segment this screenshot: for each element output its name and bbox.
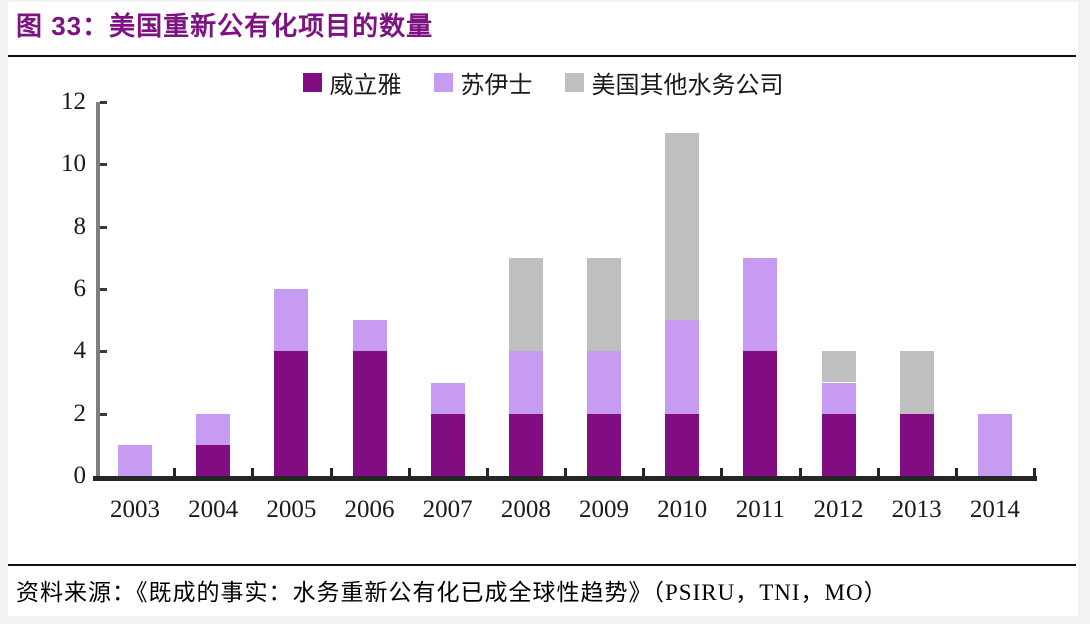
- bar-segment-威立雅: [665, 413, 700, 476]
- x-axis-category-label: 2008: [500, 496, 551, 523]
- legend-swatch-icon: [302, 73, 322, 92]
- chart-legend: 威立雅 苏伊士 美国其他水务公司: [8, 65, 1078, 100]
- x-axis-category-label: 2006: [344, 496, 395, 523]
- x-axis-tick-mark: [876, 468, 880, 476]
- x-axis-category-label: 2012: [813, 496, 864, 523]
- y-axis-tick-label: 10: [61, 150, 86, 178]
- source-note: 资料来源：《既成的事实：水务重新公有化已成全球性趋势》（PSIRU，TNI，MO…: [16, 580, 888, 605]
- x-axis-category-label: 2011: [735, 496, 785, 523]
- x-axis-tick-mark: [173, 468, 177, 476]
- bar-segment-苏伊士: [743, 257, 778, 352]
- x-axis-category-label: 2013: [891, 496, 942, 523]
- legend-label: 美国其他水务公司: [591, 73, 784, 99]
- bar-segment-美国其他水务公司: [587, 257, 622, 352]
- bar-segment-苏伊士: [352, 320, 387, 352]
- y-axis-tick-label: 8: [73, 212, 87, 240]
- bar-segment-美国其他水务公司: [508, 257, 543, 352]
- y-axis-tick-mark: [100, 288, 107, 291]
- x-axis-tick-mark: [720, 468, 724, 476]
- bar-segment-苏伊士: [665, 320, 700, 414]
- y-axis-tick-label: 6: [73, 275, 87, 302]
- title-underline-rule: [8, 55, 1076, 57]
- y-axis-tick-label: 0: [73, 462, 87, 489]
- x-axis-tick-mark: [642, 468, 646, 476]
- y-axis-tick-label: 2: [73, 399, 87, 427]
- bar-segment-苏伊士: [118, 444, 153, 476]
- bar-segment-威立雅: [899, 413, 934, 476]
- x-axis-tick-mark: [954, 468, 958, 476]
- x-axis-tick-mark: [1033, 468, 1036, 476]
- bar-segment-苏伊士: [196, 413, 231, 445]
- bar-segment-美国其他水务公司: [665, 133, 700, 321]
- x-axis-tick-mark: [798, 468, 802, 476]
- x-axis-category-label: 2004: [188, 496, 239, 523]
- y-axis-tick-mark: [100, 412, 107, 416]
- x-axis-category-label: 2010: [657, 496, 708, 523]
- x-axis-tick-mark: [407, 468, 411, 476]
- bar-segment-美国其他水务公司: [821, 351, 856, 383]
- bar-segment-苏伊士: [587, 351, 622, 414]
- bar-segment-威立雅: [508, 413, 543, 476]
- bar-segment-苏伊士: [508, 351, 543, 414]
- bar-segment-威立雅: [196, 444, 231, 476]
- y-axis-line: [96, 102, 100, 481]
- x-axis-category-label: 2009: [579, 496, 629, 523]
- bar-segment-苏伊士: [821, 382, 856, 414]
- bar-segment-威立雅: [821, 413, 856, 476]
- x-axis-category-label: 2014: [969, 496, 1020, 523]
- legend-swatch-icon: [564, 73, 584, 92]
- x-axis-category-label: 2005: [266, 496, 317, 523]
- stacked-bar-chart: 0 2 4 6 8 10 12 2003 2004 2005 2006 2007 2008 2009 201…: [8, 2, 1078, 616]
- y-axis-tick-label: 12: [61, 88, 86, 115]
- x-axis-baseline: [93, 476, 1037, 481]
- bar-segment-美国其他水务公司: [899, 351, 934, 414]
- x-axis-tick-mark: [485, 468, 489, 476]
- x-axis-category-label: 2007: [422, 496, 473, 523]
- y-axis-tick-mark: [100, 163, 107, 167]
- legend-swatch-icon: [433, 73, 453, 92]
- bar-segment-威立雅: [430, 413, 465, 476]
- y-axis-tick-mark: [100, 101, 107, 104]
- footer-divider-rule: [8, 564, 1076, 566]
- bar-segment-威立雅: [352, 351, 387, 476]
- x-axis-tick-mark: [251, 468, 255, 476]
- y-axis-tick-label: 4: [73, 337, 87, 365]
- bar-segment-苏伊士: [430, 382, 465, 414]
- legend-item: 美国其他水务公司: [564, 65, 784, 100]
- report-figure-page: 图 33：美国重新公有化项目的数量 威立雅 苏伊士 美国其他水务公司 0 2 4 6 8 10…: [8, 2, 1078, 616]
- legend-label: 威立雅: [329, 73, 402, 99]
- legend-item: 威立雅: [302, 65, 402, 100]
- y-axis-tick-mark: [100, 350, 107, 354]
- x-axis-tick-mark: [564, 468, 567, 476]
- x-axis-tick-mark: [329, 468, 333, 476]
- y-axis-tick-mark: [100, 225, 107, 229]
- figure-title: 图 33：美国重新公有化项目的数量: [16, 11, 434, 41]
- x-axis-category-label: 2003: [110, 496, 160, 523]
- bar-segment-威立雅: [587, 413, 622, 476]
- bar-segment-威立雅: [274, 351, 309, 476]
- legend-label: 苏伊士: [460, 73, 533, 99]
- bar-segment-苏伊士: [274, 289, 309, 352]
- bar-segment-苏伊士: [977, 413, 1012, 476]
- bar-segment-威立雅: [743, 351, 778, 476]
- legend-item: 苏伊士: [433, 65, 533, 100]
